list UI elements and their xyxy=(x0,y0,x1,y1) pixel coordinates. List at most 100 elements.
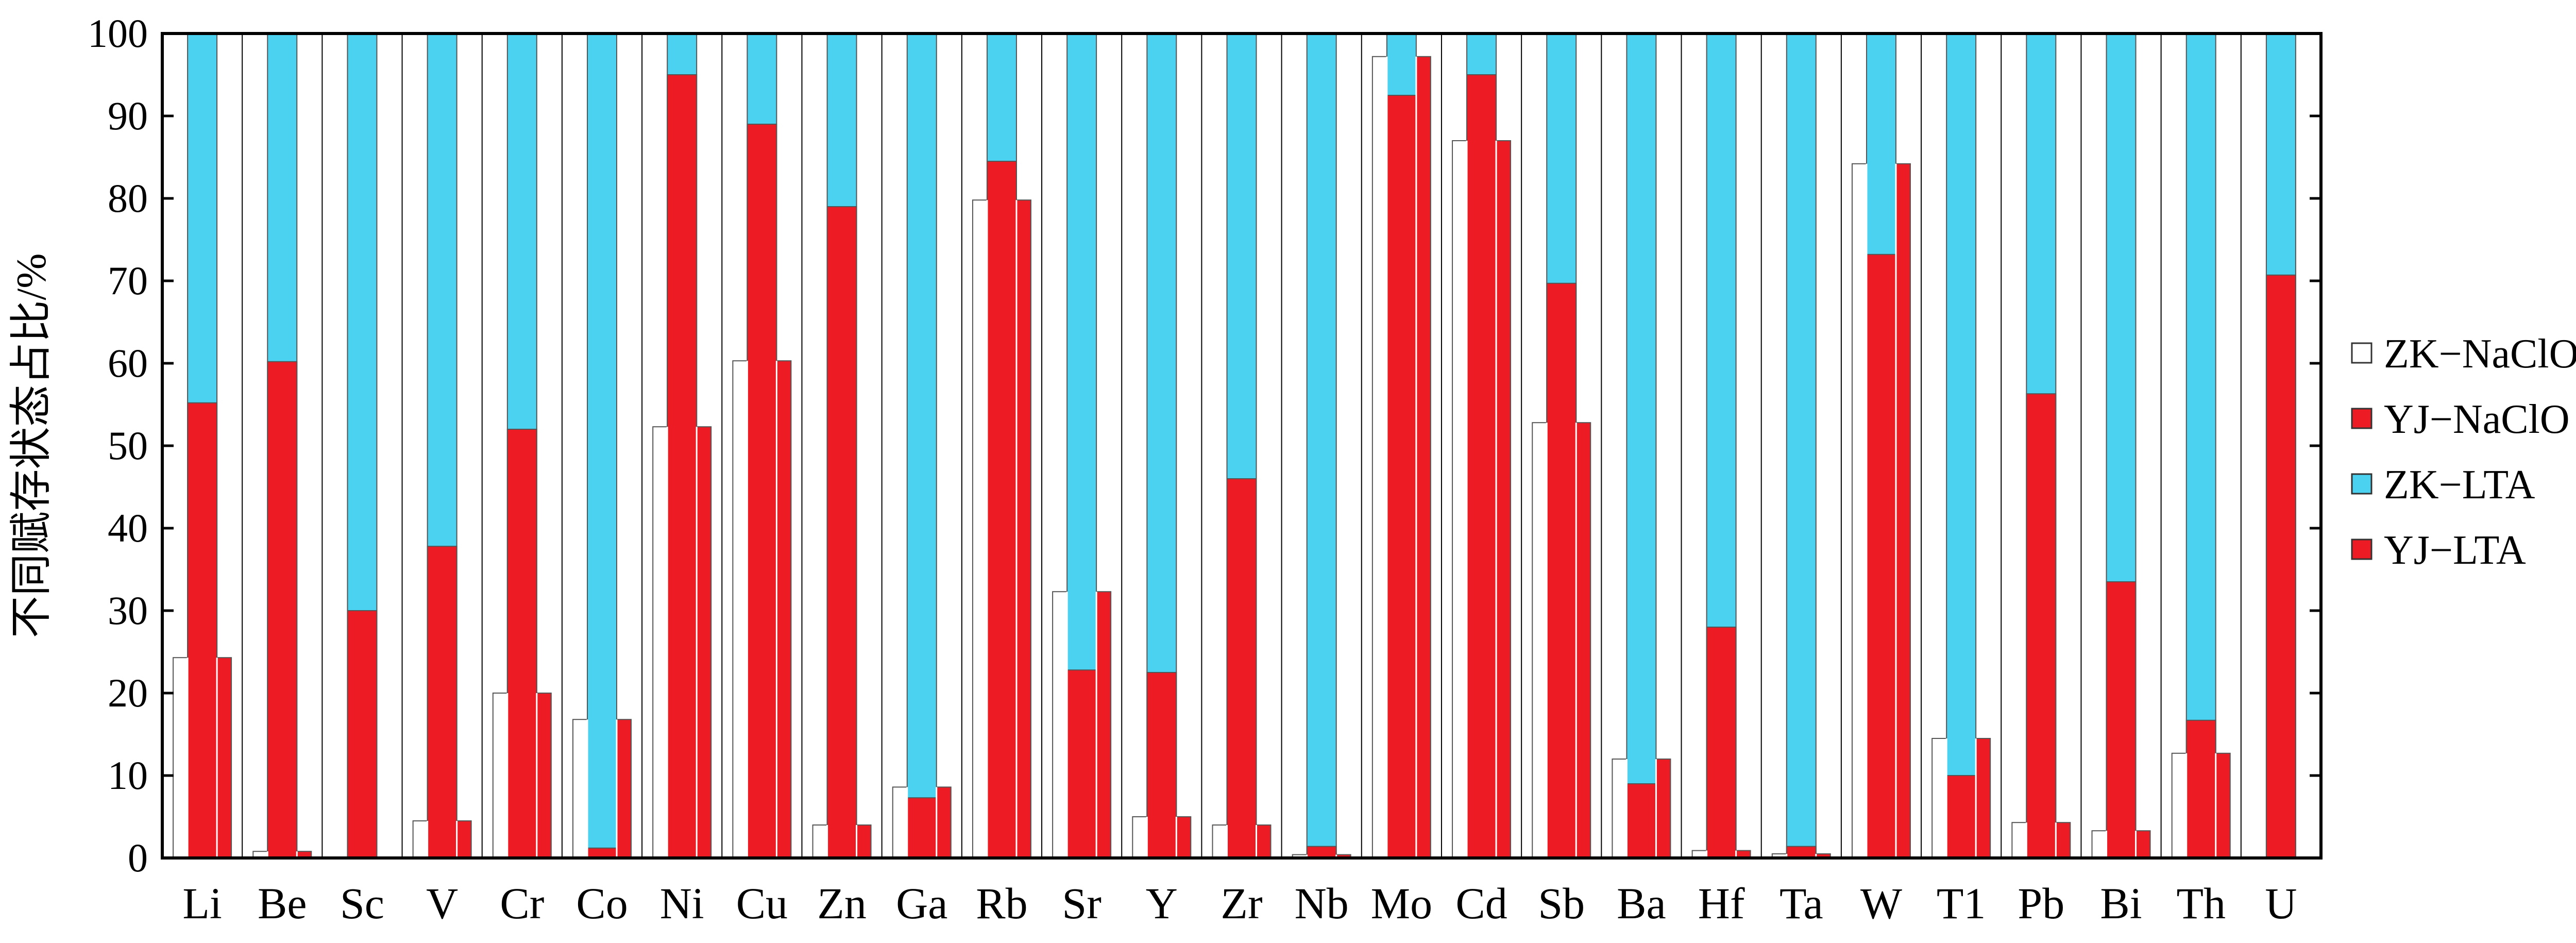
x-tick-label-cr: Cr xyxy=(500,879,544,928)
x-tick-label-zn: Zn xyxy=(817,879,867,928)
x-tick-label-sb: Sb xyxy=(1538,879,1585,928)
bar-yj-naclo-ba xyxy=(1626,783,1657,858)
bar-yj-naclo-v xyxy=(427,546,457,858)
bar-zk-lta-t1 xyxy=(1946,33,1977,858)
bar-yj-lta-li xyxy=(216,657,232,858)
bar-yj-lta-co xyxy=(616,719,632,858)
bar-yj-lta-cd xyxy=(1496,140,1512,858)
bar-yj-naclo-w xyxy=(1866,254,1896,858)
bar-yj-naclo-cr xyxy=(506,429,537,858)
y-tick-label: 0 xyxy=(128,835,148,880)
bar-yj-naclo-bi xyxy=(2106,581,2137,858)
bar-zk-lta-co xyxy=(587,33,618,858)
bar-zk-naclo-sr xyxy=(1052,591,1068,858)
bar-yj-lta-rb xyxy=(1015,199,1031,859)
bar-yj-lta-y xyxy=(1176,816,1192,858)
bar-yj-lta-t1 xyxy=(1975,738,1991,858)
category-separators xyxy=(242,33,2242,858)
x-tick-label-nb: Nb xyxy=(1295,879,1349,928)
x-tick-label-be: Be xyxy=(258,879,307,928)
legend-swatch-0 xyxy=(2351,342,2372,364)
bar-yj-naclo-hf xyxy=(1706,627,1737,858)
x-tick-label-rb: Rb xyxy=(976,879,1027,928)
bar-yj-lta-mo xyxy=(1415,56,1431,858)
x-tick-label-sr: Sr xyxy=(1062,879,1101,928)
bar-zk-naclo-li xyxy=(173,657,189,858)
x-tick-label-pb: Pb xyxy=(2018,879,2064,928)
x-tick-label-ni: Ni xyxy=(660,879,704,928)
bar-zk-naclo-mo xyxy=(1371,56,1387,858)
bar-yj-naclo-zn xyxy=(826,206,857,858)
bar-yj-naclo-y xyxy=(1146,672,1177,858)
bar-yj-lta-zn xyxy=(856,824,872,858)
bar-zk-naclo-w xyxy=(1851,163,1867,858)
x-tick-label-hf: Hf xyxy=(1698,879,1745,928)
x-tick-label-ba: Ba xyxy=(1617,879,1666,928)
legend-label-1: YJ−NaClO xyxy=(2384,397,2570,442)
legend-label-3: YJ−LTA xyxy=(2384,528,2526,573)
bar-yj-naclo-sc xyxy=(347,610,378,858)
bar-yj-lta-w xyxy=(1895,163,1911,858)
bar-zk-naclo-t1 xyxy=(1931,738,1947,858)
bar-yj-lta-sr xyxy=(1096,591,1112,858)
bar-zk-naclo-cr xyxy=(492,693,508,858)
legend-swatch-1 xyxy=(2351,408,2372,429)
bar-yj-naclo-zr xyxy=(1226,478,1257,858)
y-tick-label: 10 xyxy=(108,753,148,798)
y-tick-label: 50 xyxy=(108,423,148,468)
y-tick-label: 40 xyxy=(108,506,148,550)
legend-swatch-3 xyxy=(2351,538,2372,560)
bar-zk-naclo-co xyxy=(572,719,588,858)
y-tick-label: 80 xyxy=(108,176,148,221)
bar-zk-naclo-y xyxy=(1132,816,1148,858)
bar-yj-naclo-li xyxy=(187,402,218,858)
bar-yj-naclo-t1 xyxy=(1946,775,1977,858)
bar-zk-naclo-rb xyxy=(972,199,988,859)
bar-zk-naclo-sb xyxy=(1532,422,1548,858)
y-tick-label: 70 xyxy=(108,258,148,303)
bar-yj-naclo-pb xyxy=(2026,393,2057,858)
bar-yj-naclo-cd xyxy=(1466,74,1497,858)
bar-yj-naclo-cu xyxy=(747,124,777,858)
bar-zk-naclo-th xyxy=(2171,752,2187,859)
x-tick-label-t1: T1 xyxy=(1937,879,1986,928)
x-tick-label-cu: Cu xyxy=(736,879,788,928)
bar-zk-lta-ga xyxy=(906,33,937,858)
bar-yj-naclo-ga xyxy=(906,797,937,858)
bar-yj-lta-cr xyxy=(536,693,552,858)
bar-yj-naclo-be xyxy=(267,361,298,858)
y-tick-label: 30 xyxy=(108,588,148,633)
x-tick-label-co: Co xyxy=(576,879,628,928)
x-tick-label-u: U xyxy=(2265,879,2297,928)
y-tick-label: 20 xyxy=(108,670,148,715)
bar-zk-naclo-v xyxy=(412,820,428,858)
bar-zk-naclo-ba xyxy=(1612,759,1628,858)
bar-yj-naclo-ni xyxy=(667,74,698,858)
bar-zk-lta-nb xyxy=(1306,33,1337,858)
x-tick-label-v: V xyxy=(426,879,458,928)
legend-swatch-2 xyxy=(2351,473,2372,495)
bar-zk-naclo-pb xyxy=(2011,822,2027,858)
bar-yj-lta-pb xyxy=(2055,822,2071,858)
bar-zk-lta-ta xyxy=(1786,33,1817,858)
bar-zk-naclo-zn xyxy=(812,824,828,858)
bar-zk-naclo-bi xyxy=(2091,830,2107,858)
x-tick-label-y: Y xyxy=(1146,879,1178,928)
bars xyxy=(173,33,2296,859)
bar-yj-lta-th xyxy=(2215,752,2231,859)
bar-yj-lta-sb xyxy=(1575,422,1591,858)
bar-zk-naclo-cd xyxy=(1452,140,1468,858)
x-tick-label-w: W xyxy=(1860,879,1902,928)
bar-zk-naclo-cu xyxy=(732,360,748,858)
bar-yj-naclo-rb xyxy=(986,161,1017,858)
x-tick-label-mo: Mo xyxy=(1371,879,1432,928)
bar-yj-lta-ba xyxy=(1655,759,1671,858)
x-tick-label-sc: Sc xyxy=(340,879,384,928)
x-tick-label-th: Th xyxy=(2176,879,2226,928)
y-tick-label: 90 xyxy=(108,93,148,138)
x-tick-label-bi: Bi xyxy=(2100,879,2142,928)
bar-zk-naclo-zr xyxy=(1212,824,1228,858)
x-tick-label-cd: Cd xyxy=(1455,879,1507,928)
x-tick-label-ga: Ga xyxy=(896,879,947,928)
